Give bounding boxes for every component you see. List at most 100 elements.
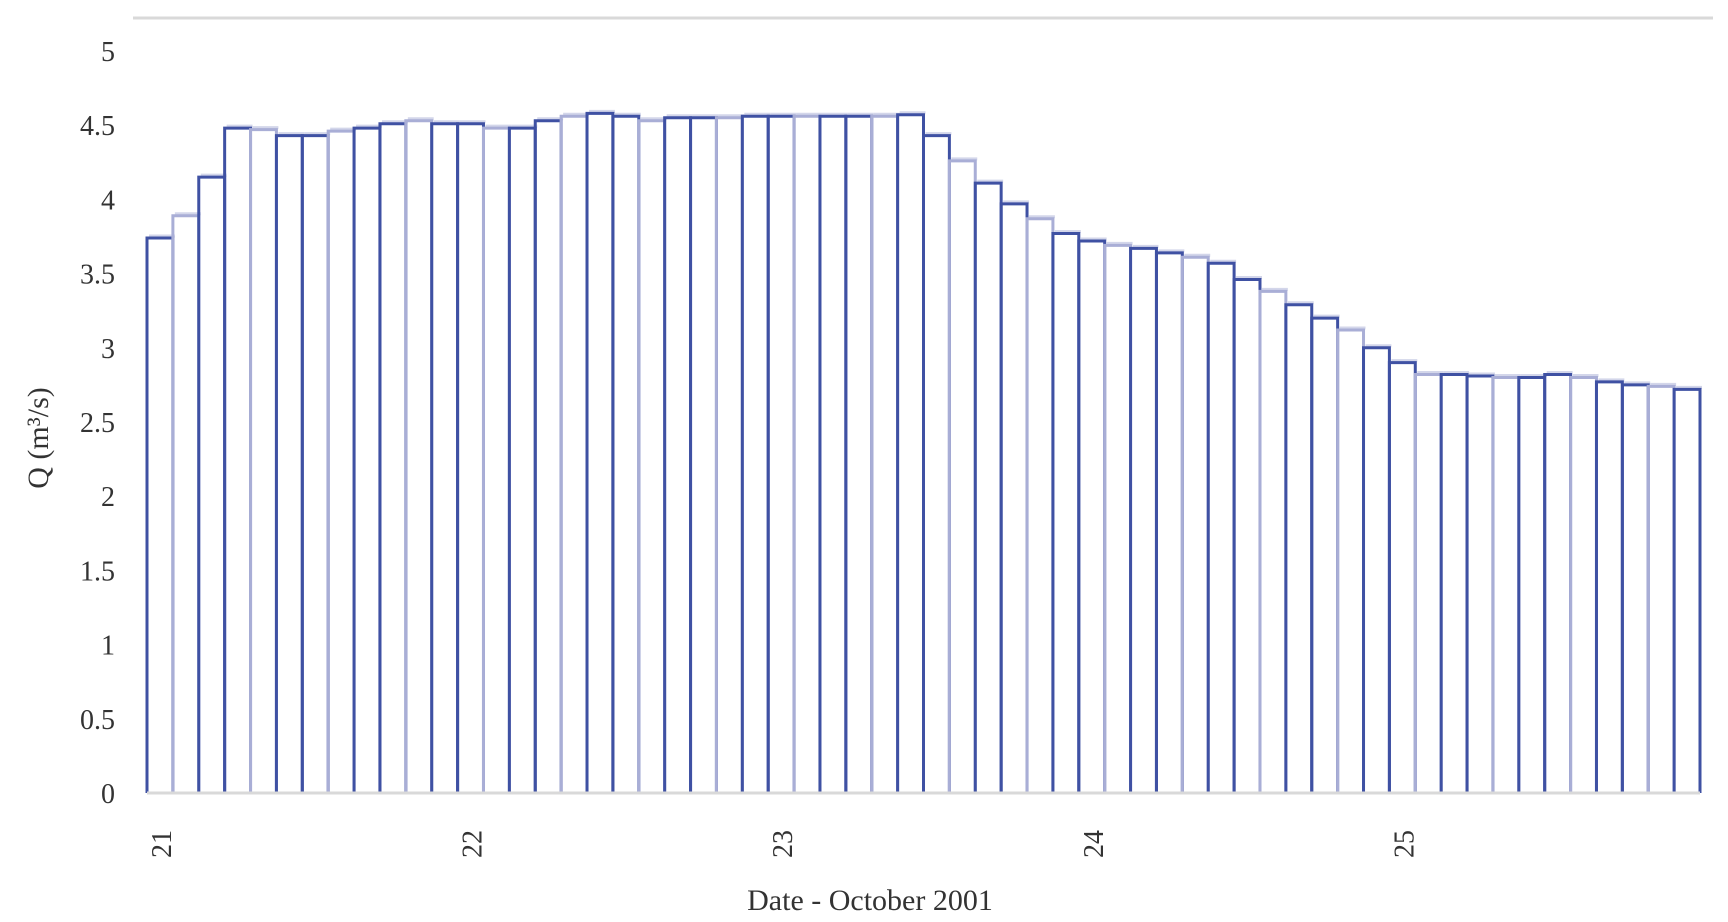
bar-outline xyxy=(1129,246,1158,793)
bar xyxy=(947,157,978,793)
bar-outline xyxy=(223,126,253,793)
y-tick-label: 2.5 xyxy=(80,408,115,439)
bar xyxy=(1310,314,1340,793)
bar xyxy=(1284,301,1314,793)
bar-outline xyxy=(352,126,382,793)
x-tick-labels: 21 22 23 24 25 xyxy=(147,830,1420,858)
x-tick-label: 21 xyxy=(147,830,178,858)
y-tick-label: 5 xyxy=(101,37,115,68)
bar-outline xyxy=(1336,328,1366,793)
bar xyxy=(1465,372,1495,793)
bar-outline xyxy=(1517,375,1547,793)
bar xyxy=(1129,244,1159,793)
bar xyxy=(1025,215,1055,793)
bar-outline xyxy=(507,126,537,793)
bar-outline xyxy=(740,114,770,793)
bar-outline xyxy=(1465,374,1495,793)
bar xyxy=(714,114,745,793)
bar-outline xyxy=(456,122,485,793)
bar-outline xyxy=(1284,303,1314,793)
bar xyxy=(896,111,926,793)
bar xyxy=(559,112,590,793)
bar-outline xyxy=(145,236,175,793)
bar-outline xyxy=(1258,289,1288,793)
bar-outline xyxy=(1154,251,1184,793)
bar xyxy=(249,126,279,793)
bar-outline xyxy=(249,128,278,793)
bar-outline xyxy=(637,119,667,793)
y-axis-title: Q (m³/s) xyxy=(22,387,55,488)
y-tick-label: 4 xyxy=(101,185,115,216)
bar xyxy=(1646,382,1677,793)
bar xyxy=(1439,371,1470,793)
bar-outline xyxy=(947,159,977,793)
bar-outline xyxy=(274,134,304,793)
bar xyxy=(1491,373,1521,793)
bar xyxy=(1206,259,1237,793)
y-tick-label: 4.5 xyxy=(80,111,115,142)
bar-outline xyxy=(818,114,848,793)
bar xyxy=(1569,373,1599,793)
bar xyxy=(197,173,227,793)
bar-outline xyxy=(1413,373,1443,793)
bar xyxy=(223,124,253,793)
bar-outline xyxy=(1051,232,1081,793)
bar xyxy=(533,117,564,793)
bar xyxy=(844,112,874,793)
bar-outline xyxy=(1594,380,1624,793)
bar-outline xyxy=(533,119,563,793)
bar-outline xyxy=(1232,278,1262,793)
bar xyxy=(430,120,460,793)
bar xyxy=(1362,344,1392,793)
bar xyxy=(378,120,408,793)
bar xyxy=(766,112,797,793)
bar-outline xyxy=(1491,375,1521,793)
bar xyxy=(1077,237,1107,793)
bar xyxy=(973,179,1004,793)
y-tick-label: 0 xyxy=(101,779,115,810)
bar-outline xyxy=(1103,243,1133,793)
bar-outline xyxy=(1310,316,1340,793)
bar xyxy=(999,200,1030,793)
bars-group xyxy=(145,109,1702,793)
bar-outline xyxy=(1646,384,1676,793)
bar-outline xyxy=(999,202,1029,793)
bar-outline xyxy=(714,116,744,793)
bar-outline xyxy=(404,119,434,793)
x-tick-label: 25 xyxy=(1389,830,1420,858)
bar-outline xyxy=(378,122,408,793)
bar xyxy=(145,234,175,793)
bar xyxy=(637,117,667,793)
bar xyxy=(1051,230,1081,793)
bar-outline xyxy=(689,116,718,793)
bar-outline xyxy=(1206,261,1236,793)
bar xyxy=(1103,241,1133,793)
bar xyxy=(1387,359,1418,793)
bar xyxy=(404,117,434,793)
x-tick-label: 22 xyxy=(458,830,489,858)
bar xyxy=(171,212,201,793)
bar xyxy=(818,112,848,793)
bar-outline xyxy=(1180,255,1210,793)
bar xyxy=(663,114,693,793)
bar xyxy=(1180,253,1211,793)
y-tick-label: 1.5 xyxy=(80,556,115,587)
bar-outline xyxy=(430,122,460,793)
bar xyxy=(1154,249,1185,793)
bar-outline xyxy=(973,181,1003,793)
bar xyxy=(1594,378,1625,793)
bar-outline xyxy=(1672,387,1702,793)
bar-outline xyxy=(300,134,330,793)
bar-outline xyxy=(481,126,511,793)
bar-outline xyxy=(663,116,693,793)
bar xyxy=(740,112,771,793)
x-tick-label: 24 xyxy=(1079,830,1110,858)
bar-outline xyxy=(197,175,227,793)
bar-outline xyxy=(585,111,615,793)
x-axis-title: Date - October 2001 xyxy=(747,884,993,917)
bar xyxy=(1336,326,1366,793)
y-tick-label: 3 xyxy=(101,334,115,365)
bar-outline xyxy=(171,214,201,793)
bar xyxy=(1620,381,1651,793)
